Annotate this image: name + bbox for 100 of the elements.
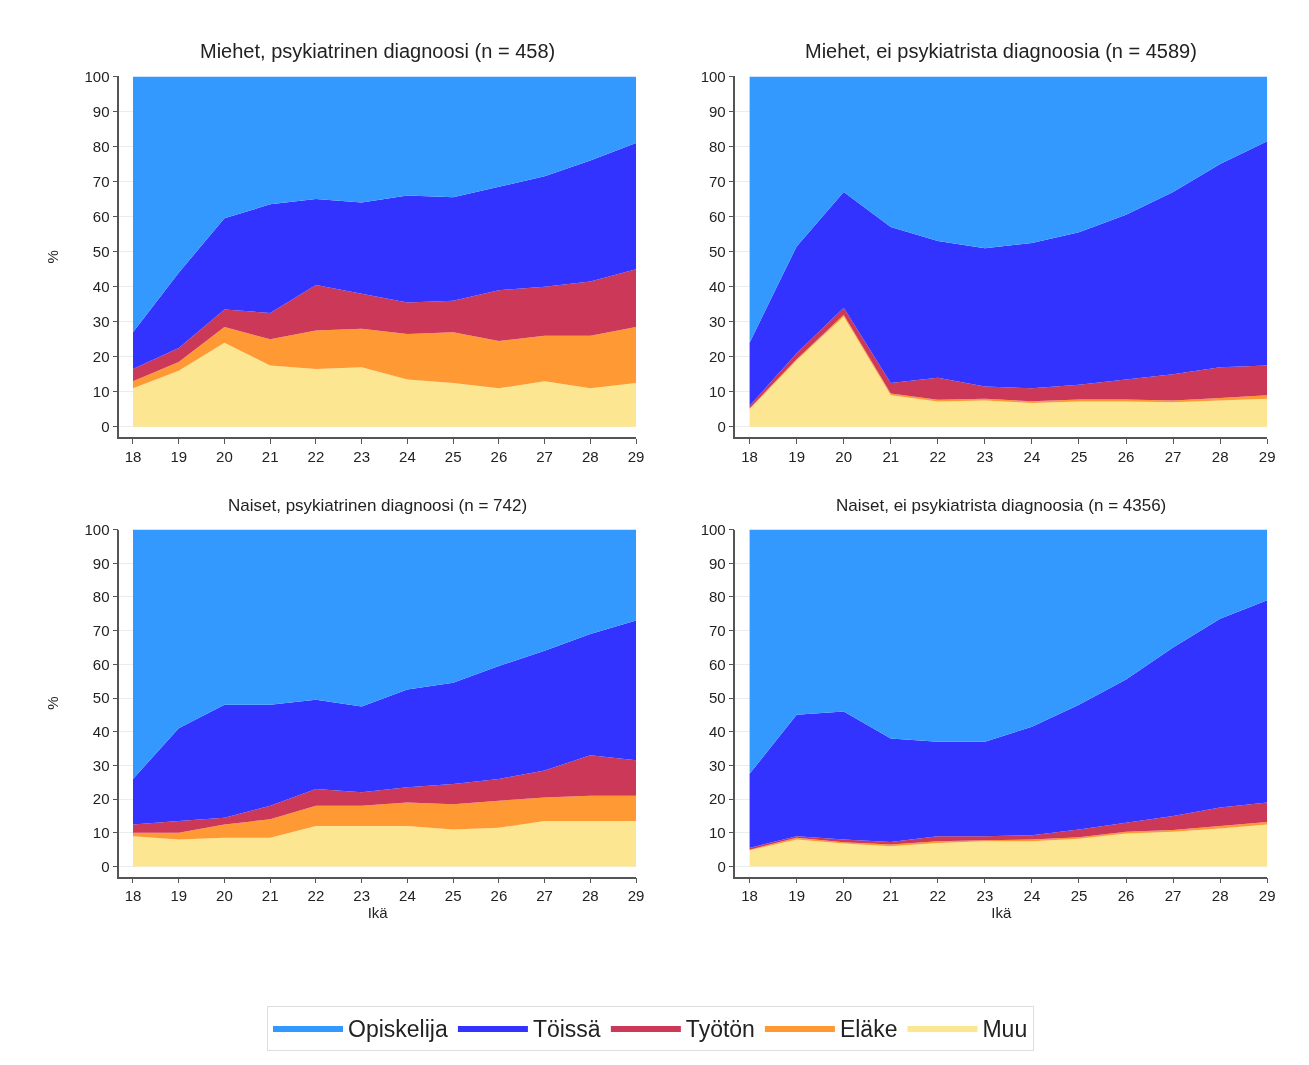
x-tick-label: 22 (929, 887, 947, 905)
x-tick-label: 26 (1117, 448, 1135, 466)
y-tick-label: 20 (92, 348, 110, 366)
y-tick-label: 40 (92, 722, 110, 740)
x-tick-label: 18 (124, 887, 142, 905)
x-tick-label: 27 (1164, 448, 1182, 466)
y-tick-label: 30 (709, 312, 726, 330)
x-tick-label: 22 (307, 887, 325, 905)
y-tick-label: 40 (92, 277, 110, 295)
y-tick-label: 50 (709, 689, 726, 707)
x-tick-label: 18 (124, 448, 142, 466)
y-tick-label: 90 (709, 554, 726, 572)
x-tick-label: 25 (444, 448, 462, 466)
x-tick-label: 23 (353, 887, 371, 905)
x-tick-label: 25 (444, 887, 462, 905)
chart-title: Naiset, psykiatrinen diagnoosi (n = 742) (228, 496, 528, 515)
y-tick-label: 0 (717, 857, 726, 875)
x-tick-label: 22 (929, 448, 947, 466)
x-tick-label: 23 (976, 448, 994, 466)
y-tick-label: 70 (92, 621, 110, 639)
x-tick-label: 23 (976, 887, 994, 905)
x-tick-label: 26 (490, 448, 508, 466)
x-tick-label: 18 (741, 887, 758, 905)
y-tick-label: 80 (709, 137, 726, 155)
x-tick-label: 19 (788, 887, 805, 905)
y-tick-label: 10 (709, 824, 726, 842)
y-tick-label: 60 (92, 655, 110, 673)
legend-label: Opiskelija (348, 1015, 448, 1042)
legend-label: Eläke (839, 1015, 898, 1042)
legend-label: Muu (982, 1015, 1028, 1042)
x-tick-label: 24 (1023, 887, 1041, 905)
x-tick-label: 25 (1070, 448, 1088, 466)
y-tick-label: 100 (84, 67, 110, 85)
x-tick-label: 20 (216, 448, 233, 466)
y-tick-label: 70 (92, 172, 110, 190)
x-tick-label: 21 (882, 448, 900, 466)
y-tick-label: 0 (101, 857, 110, 875)
x-tick-label: 26 (1117, 887, 1135, 905)
x-tick-label: 24 (1023, 448, 1041, 466)
x-tick-label: 29 (1258, 448, 1276, 466)
x-tick-label: 27 (536, 448, 553, 466)
x-axis-title: Ikä (367, 904, 389, 922)
y-tick-label: 20 (709, 348, 726, 366)
x-tick-label: 27 (1164, 887, 1182, 905)
y-tick-label: 10 (709, 383, 726, 401)
y-tick-label: 10 (92, 383, 110, 401)
x-tick-label: 28 (582, 448, 599, 466)
x-tick-label: 25 (1070, 887, 1088, 905)
y-tick-label: 30 (92, 312, 110, 330)
y-tick-label: 40 (709, 277, 726, 295)
y-tick-label: 50 (709, 242, 726, 260)
x-tick-label: 19 (788, 448, 805, 466)
x-axis-title: Ikä (991, 904, 1012, 922)
y-tick-label: 100 (700, 520, 726, 538)
y-tick-label: 20 (92, 790, 110, 808)
x-tick-label: 18 (741, 448, 758, 466)
y-axis-title: % (44, 250, 62, 264)
x-tick-label: 28 (1211, 887, 1229, 905)
x-tick-label: 29 (627, 448, 645, 466)
x-tick-label: 29 (627, 887, 645, 905)
chart-title: Miehet, ei psykiatrista diagnoosia (n = 4589) (805, 40, 1197, 62)
x-tick-label: 23 (353, 448, 371, 466)
x-tick-label: 24 (399, 448, 416, 466)
x-tick-label: 19 (170, 448, 188, 466)
x-tick-label: 28 (582, 887, 599, 905)
y-tick-label: 70 (709, 172, 726, 190)
y-tick-label: 100 (700, 67, 726, 85)
legend-label: Työtön (685, 1015, 755, 1042)
y-tick-label: 80 (92, 588, 110, 606)
y-tick-label: 80 (92, 137, 110, 155)
x-tick-label: 21 (882, 887, 900, 905)
legend-label: Töissä (532, 1015, 601, 1042)
y-tick-label: 60 (92, 207, 110, 225)
chart-title: Miehet, psykiatrinen diagnoosi (n = 458) (200, 40, 556, 62)
y-tick-label: 30 (92, 756, 110, 774)
y-tick-label: 0 (717, 418, 726, 436)
y-tick-label: 0 (101, 418, 110, 436)
y-tick-label: 90 (92, 102, 110, 120)
chart-title: Naiset, ei psykiatrista diagnoosia (n = 4356) (836, 496, 1167, 515)
y-tick-label: 50 (92, 689, 110, 707)
y-tick-label: 80 (709, 588, 726, 606)
x-tick-label: 20 (835, 448, 853, 466)
y-tick-label: 50 (92, 242, 110, 260)
x-tick-label: 20 (835, 887, 853, 905)
x-tick-label: 28 (1211, 448, 1229, 466)
x-tick-label: 27 (536, 887, 553, 905)
x-tick-label: 29 (1258, 887, 1276, 905)
y-tick-label: 70 (709, 621, 726, 639)
y-tick-label: 100 (84, 520, 110, 538)
y-tick-label: 60 (709, 655, 726, 673)
y-axis-title: % (44, 696, 62, 710)
x-tick-label: 24 (399, 887, 416, 905)
y-tick-label: 90 (709, 102, 726, 120)
y-tick-label: 30 (709, 756, 726, 774)
y-tick-label: 90 (92, 554, 110, 572)
x-tick-label: 26 (490, 887, 508, 905)
y-tick-label: 20 (709, 790, 726, 808)
x-tick-label: 20 (216, 887, 233, 905)
x-tick-label: 19 (170, 887, 188, 905)
x-tick-label: 21 (261, 448, 279, 466)
